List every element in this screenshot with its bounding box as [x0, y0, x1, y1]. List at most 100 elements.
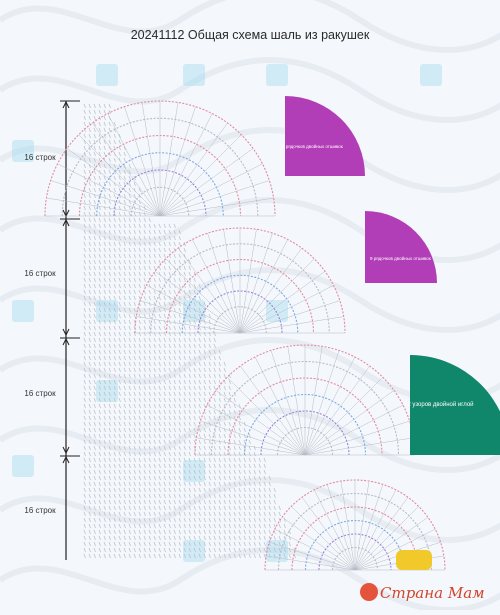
stitch-mark [168, 523, 171, 529]
stitch-mark [263, 529, 266, 535]
stitch-mark [193, 469, 196, 475]
stitch-mark [138, 349, 141, 355]
stitch-mark [88, 115, 91, 121]
stitch-mark [188, 535, 191, 541]
stitch-mark [168, 283, 171, 289]
stitch-mark [98, 463, 101, 469]
stitch-mark [263, 469, 266, 475]
stitch-mark [153, 391, 156, 397]
stitch-mark [263, 493, 266, 499]
stitch-mark [93, 391, 96, 397]
stitch-mark [153, 379, 156, 385]
stitch-mark [118, 433, 121, 439]
stitch-mark [123, 157, 126, 163]
stitch-mark [103, 469, 106, 475]
stitch-mark [108, 511, 111, 517]
stitch-mark [158, 283, 161, 289]
stitch-mark [218, 451, 221, 457]
fan-ring [213, 306, 267, 334]
stitch-mark [273, 547, 276, 553]
stitch-mark [233, 541, 236, 547]
stitch-mark [163, 493, 166, 499]
stitch-mark [258, 487, 261, 493]
stitch-mark [133, 307, 136, 313]
stitch-mark [123, 187, 126, 193]
stitch-mark [163, 277, 166, 283]
stitch-mark [113, 445, 116, 451]
stitch-mark [253, 481, 256, 487]
stitch-mark [153, 241, 156, 247]
stitch-mark [158, 541, 161, 547]
stitch-mark [128, 535, 131, 541]
stitch-mark [88, 397, 91, 403]
stitch-mark [98, 493, 101, 499]
stitch-mark [198, 481, 201, 487]
stitch-mark [223, 535, 226, 541]
stitch-mark [138, 319, 141, 325]
stitch-mark [113, 379, 116, 385]
callout-fan-3 [410, 355, 500, 455]
stitch-mark [133, 247, 136, 253]
stitch-mark [158, 547, 161, 553]
stitch-mark [148, 397, 151, 403]
stitch-mark [153, 385, 156, 391]
stitch-mark [93, 325, 96, 331]
stitch-mark [98, 361, 101, 367]
stitch-mark [123, 289, 126, 295]
stitch-mark [108, 199, 111, 205]
stitch-mark [148, 337, 151, 343]
stitch-mark [143, 325, 146, 331]
stitch-mark [163, 391, 166, 397]
stitch-mark [128, 439, 131, 445]
stitch-mark [113, 457, 116, 463]
stitch-mark [193, 337, 196, 343]
stitch-mark [98, 487, 101, 493]
stitch-mark [163, 223, 166, 229]
stitch-mark [168, 367, 171, 373]
stitch-mark [198, 295, 201, 301]
stitch-mark [193, 373, 196, 379]
stitch-mark [138, 409, 141, 415]
stitch-mark [153, 313, 156, 319]
stitch-mark [163, 325, 166, 331]
stitch-mark [93, 217, 96, 223]
stitch-mark [98, 271, 101, 277]
stitch-mark [108, 421, 111, 427]
stitch-mark [188, 325, 191, 331]
stitch-mark [83, 427, 86, 433]
stitch-mark [83, 295, 86, 301]
stitch-mark [143, 385, 146, 391]
stitch-mark [93, 115, 96, 121]
stitch-mark [178, 517, 181, 523]
stitch-mark [133, 259, 136, 265]
stitch-mark [233, 475, 236, 481]
stitch-mark [183, 349, 186, 355]
stitch-mark [188, 349, 191, 355]
stitch-mark [273, 499, 276, 505]
stitch-mark [188, 259, 191, 265]
stitch-mark [103, 205, 106, 211]
stitch-mark [83, 253, 86, 259]
stitch-mark [168, 301, 171, 307]
stitch-mark [168, 445, 171, 451]
stitch-mark [88, 517, 91, 523]
stitch-mark [103, 235, 106, 241]
stitch-mark [83, 277, 86, 283]
stitch-mark [218, 523, 221, 529]
stitch-mark [198, 499, 201, 505]
stitch-mark [88, 373, 91, 379]
stitch-mark [168, 361, 171, 367]
stitch-mark [213, 349, 216, 355]
stitch-mark [213, 433, 216, 439]
stitch-mark [208, 403, 211, 409]
stitch-mark [113, 511, 116, 517]
stitch-mark [98, 529, 101, 535]
stitch-mark [138, 481, 141, 487]
stitch-mark [148, 511, 151, 517]
stitch-mark [128, 271, 131, 277]
stitch-mark [138, 397, 141, 403]
stitch-mark [88, 139, 91, 145]
stitch-mark [208, 439, 211, 445]
